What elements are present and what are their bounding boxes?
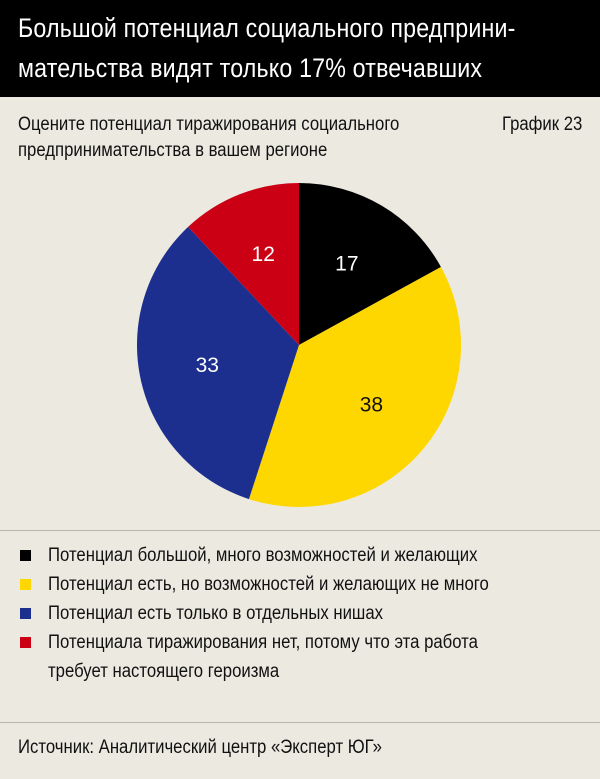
slice-value-label: 17 [335,253,358,276]
legend-item-niche-potential: Потенциал есть только в отдельных нишах [20,599,590,628]
legend-label: Потенциал большой, много возможностей и … [48,545,478,566]
slice-value-label: 12 [252,243,275,266]
legend-label: Потенциала тиражирования нет, потому что… [48,632,478,653]
legend-swatch-black [20,550,31,561]
graph-number-label: График 23 [501,114,582,135]
headline-line-2: мательства видят только 17% отвечавших [18,53,483,83]
slice-some-potential [248,266,461,507]
legend-swatch-blue [20,608,31,619]
slice-large-potential [299,183,441,345]
legend-label-continued: требует настоящего героизма [48,661,280,682]
question-line-1: Оцените потенциал тиражирования социальн… [18,114,400,135]
question-text: Оцените потенциал тиражирования социальн… [18,112,432,164]
slice-value-label: 38 [360,393,383,416]
pie-chart: 17 38 33 12 [137,183,461,507]
slice-no-potential [188,183,299,345]
legend-item-no-potential: Потенциала тиражирования нет, потому что… [20,628,590,686]
divider-bottom [0,722,600,723]
legend-label: Потенциал есть, но возможностей и желающ… [48,574,489,595]
slice-niche-potential [137,226,299,500]
legend-item-some-potential: Потенциал есть, но возможностей и желающ… [20,570,590,599]
question-line-2: предпринимательства в вашем регионе [18,140,328,161]
slice-value-label: 33 [196,354,219,377]
source-note: Источник: Аналитический центр «Эксперт Ю… [18,737,382,758]
legend-label: Потенциал есть только в отдельных нишах [48,603,383,624]
divider-top [0,530,600,531]
legend-swatch-yellow [20,579,31,590]
legend: Потенциал большой, много возможностей и … [20,541,590,686]
chart-header: Большой потенциал социального предприни-… [0,0,600,97]
legend-swatch-red [20,637,31,648]
legend-item-large-potential: Потенциал большой, много возможностей и … [20,541,590,570]
headline-line-1: Большой потенциал социального предприни- [18,13,516,43]
